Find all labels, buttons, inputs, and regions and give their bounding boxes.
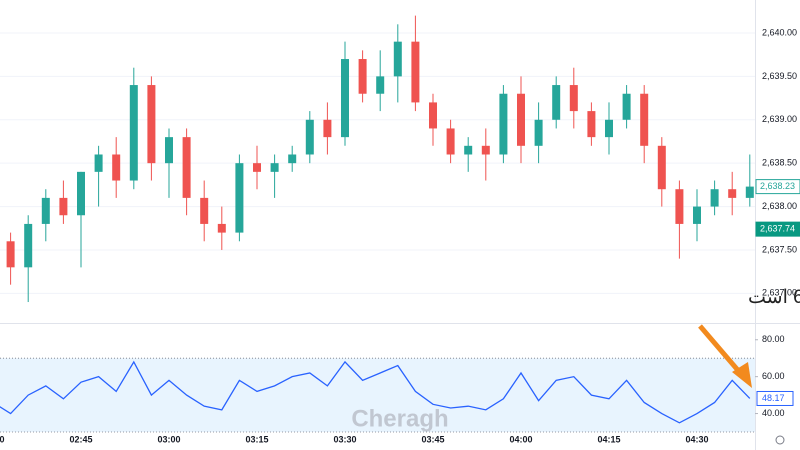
candle-body <box>622 93 631 120</box>
x-tick-label: 03:15 <box>245 434 268 444</box>
rsi-tick-label: 40.00 <box>762 408 785 418</box>
candle-body <box>253 163 261 172</box>
price-label: 2,638.23 <box>760 181 795 191</box>
candle-body <box>552 85 561 120</box>
candle-body <box>446 128 455 155</box>
rsi-value-label: 48.17 <box>762 393 785 403</box>
y-tick-label: 2,638.00 <box>762 201 797 211</box>
candle-body <box>640 93 649 146</box>
x-tick-label: 04:30 <box>685 434 708 444</box>
candle-body <box>745 186 754 198</box>
candle-body <box>305 119 314 155</box>
candle-body <box>6 241 15 268</box>
y-tick-label: 2,639.50 <box>762 71 797 81</box>
candle-body <box>129 85 138 181</box>
candle-body <box>323 119 332 138</box>
y-tick-label: 2,637.50 <box>762 244 797 254</box>
rsi-band <box>0 358 755 432</box>
candle-body <box>517 93 525 146</box>
candle-body <box>675 189 684 224</box>
candle-body <box>587 111 596 138</box>
arrow-head <box>732 362 752 388</box>
candle-body <box>288 154 297 164</box>
candle-body <box>41 197 50 224</box>
rsi-value-box <box>756 390 794 406</box>
candle-body <box>499 93 508 155</box>
y-tick-label: 2,638.50 <box>762 158 797 168</box>
price-label-box <box>755 179 800 195</box>
x-tick-label: 02:30 <box>0 434 5 444</box>
candle-body <box>710 189 719 207</box>
y-tick-label: 2,637.00 <box>762 288 797 298</box>
x-tick-label: 02:45 <box>69 434 92 444</box>
candle-body <box>728 189 737 198</box>
candle-body <box>534 119 543 146</box>
candle-body <box>429 102 437 129</box>
candle-body <box>393 41 402 77</box>
candle-body <box>605 119 613 138</box>
candle-body <box>24 223 33 268</box>
candle-body <box>112 154 121 181</box>
candle-body <box>693 206 701 224</box>
candle-body <box>270 163 279 172</box>
candle-body <box>200 197 209 224</box>
candle-body <box>59 197 68 216</box>
rsi-line <box>0 360 751 424</box>
x-tick-label: 04:15 <box>597 434 620 444</box>
candle-body <box>94 154 103 172</box>
candle-body <box>165 137 173 164</box>
candle-body <box>147 85 156 164</box>
watermark: Cheragh <box>351 405 448 432</box>
rsi-tick-label: 80.00 <box>762 334 785 344</box>
x-tick-label: 03:00 <box>157 434 180 444</box>
candle-body <box>657 145 666 190</box>
candle-body <box>569 85 578 112</box>
candle-body <box>77 171 85 216</box>
candle-body <box>235 163 244 233</box>
arrow <box>698 324 744 377</box>
annotation: RSI در بازار رنج، بین 40 تا 60 است <box>748 287 800 308</box>
settings-icon[interactable] <box>775 435 785 445</box>
rsi-tick-label: 60.00 <box>762 371 785 381</box>
x-tick-label: 03:45 <box>421 434 444 444</box>
x-tick-label: 04:00 <box>509 434 532 444</box>
candle-body <box>341 59 349 138</box>
candle-body <box>411 41 420 103</box>
candle-body <box>481 145 490 155</box>
candle-body <box>376 76 385 94</box>
x-tick-label: 03:30 <box>333 434 356 444</box>
price-label: 2,637.74 <box>760 224 795 234</box>
candle-body <box>358 59 367 94</box>
candle-body <box>217 223 226 233</box>
price-label-box <box>755 221 800 237</box>
y-tick-label: 2,640.00 <box>762 27 797 37</box>
y-tick-label: 2,639.00 <box>762 114 797 124</box>
candle-body <box>464 145 473 155</box>
candle-body <box>182 137 191 198</box>
